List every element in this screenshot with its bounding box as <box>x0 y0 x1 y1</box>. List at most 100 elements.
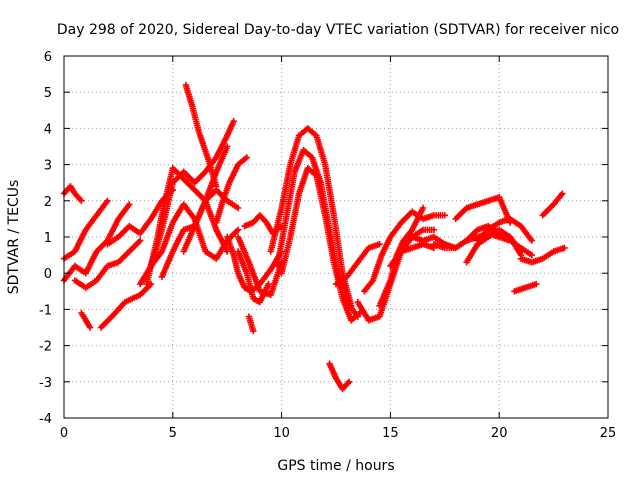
data-point <box>88 326 92 329</box>
series-track-25 <box>332 241 383 288</box>
data-point <box>341 387 344 391</box>
data-point <box>421 228 425 231</box>
data-point <box>226 134 229 137</box>
data-point <box>410 246 414 250</box>
data-point <box>519 257 523 260</box>
data-point <box>454 246 457 250</box>
data-point <box>432 235 436 239</box>
data-point <box>389 279 392 282</box>
data-point <box>334 376 338 380</box>
series-track-18 <box>234 248 272 306</box>
data-point <box>99 326 103 329</box>
data-point <box>243 286 246 289</box>
data-point <box>243 224 246 228</box>
data-point <box>106 199 109 202</box>
series-track-33 <box>463 226 525 266</box>
data-point <box>84 286 87 289</box>
data-point <box>280 272 283 275</box>
data-point <box>498 228 501 231</box>
data-point <box>215 185 218 188</box>
x-tick-label: 0 <box>60 426 68 441</box>
data-point <box>215 221 218 224</box>
x-tick-label: 15 <box>382 426 399 441</box>
series-track-14 <box>191 118 237 186</box>
data-point <box>215 257 218 260</box>
data-point <box>236 235 240 239</box>
data-point <box>215 156 218 159</box>
data-point <box>358 311 362 315</box>
data-point <box>476 228 479 231</box>
data-point <box>123 300 127 304</box>
data-point <box>276 264 279 268</box>
series-track-01 <box>60 183 85 204</box>
data-point <box>73 279 77 282</box>
data-points <box>60 81 568 393</box>
data-point <box>247 315 251 318</box>
data-point <box>367 319 370 322</box>
data-point <box>171 250 174 253</box>
data-point <box>402 239 405 242</box>
x-tick-label: 20 <box>491 426 508 441</box>
data-point <box>332 261 336 264</box>
series-track-09 <box>143 165 231 288</box>
data-point <box>367 246 370 250</box>
plus-markers <box>326 360 353 393</box>
data-point <box>465 261 468 264</box>
data-point <box>371 279 375 282</box>
series-track-02 <box>60 197 111 262</box>
data-point <box>465 206 468 210</box>
data-point <box>378 315 381 318</box>
data-point <box>138 232 142 235</box>
data-point <box>226 199 229 202</box>
series-track-21 <box>267 125 355 309</box>
data-point <box>563 246 566 250</box>
data-point <box>245 272 248 275</box>
data-point <box>508 235 512 239</box>
data-point <box>117 217 120 221</box>
data-point <box>347 380 351 383</box>
data-point <box>215 228 218 231</box>
data-point <box>498 195 501 199</box>
data-point <box>84 272 87 275</box>
data-point <box>341 297 344 300</box>
data-point <box>182 177 185 181</box>
data-point <box>73 192 77 195</box>
data-point <box>306 127 309 130</box>
data-point <box>106 264 109 268</box>
data-point <box>356 300 359 304</box>
y-tick-label: 4 <box>44 122 52 137</box>
x-tick-label: 10 <box>273 426 290 441</box>
data-point <box>345 275 349 279</box>
y-tick-label: -2 <box>39 340 52 355</box>
data-point <box>232 253 235 257</box>
data-point <box>410 228 414 231</box>
data-point <box>530 239 534 242</box>
series-track-36 <box>517 244 568 266</box>
data-point <box>182 203 185 206</box>
data-point <box>432 243 436 246</box>
data-point <box>221 199 225 202</box>
series-track-24 <box>326 360 353 393</box>
data-point <box>421 206 425 210</box>
data-point <box>524 286 527 289</box>
x-axis-label: GPS time / hours <box>277 458 394 474</box>
data-point <box>245 156 248 159</box>
data-point <box>215 170 218 174</box>
data-point <box>498 221 501 224</box>
data-point <box>332 214 336 217</box>
data-point <box>252 221 255 224</box>
data-point <box>162 203 166 206</box>
data-point <box>519 224 523 228</box>
data-point <box>389 264 392 268</box>
series-track-17 <box>234 233 285 299</box>
data-point <box>293 170 296 174</box>
data-point <box>206 156 209 159</box>
data-point <box>182 250 185 253</box>
data-point <box>117 261 120 264</box>
data-point <box>297 134 301 137</box>
data-point <box>284 217 288 221</box>
y-tick-label: 0 <box>44 267 52 282</box>
data-point <box>400 221 403 224</box>
data-point <box>80 199 83 202</box>
data-point <box>465 239 468 242</box>
